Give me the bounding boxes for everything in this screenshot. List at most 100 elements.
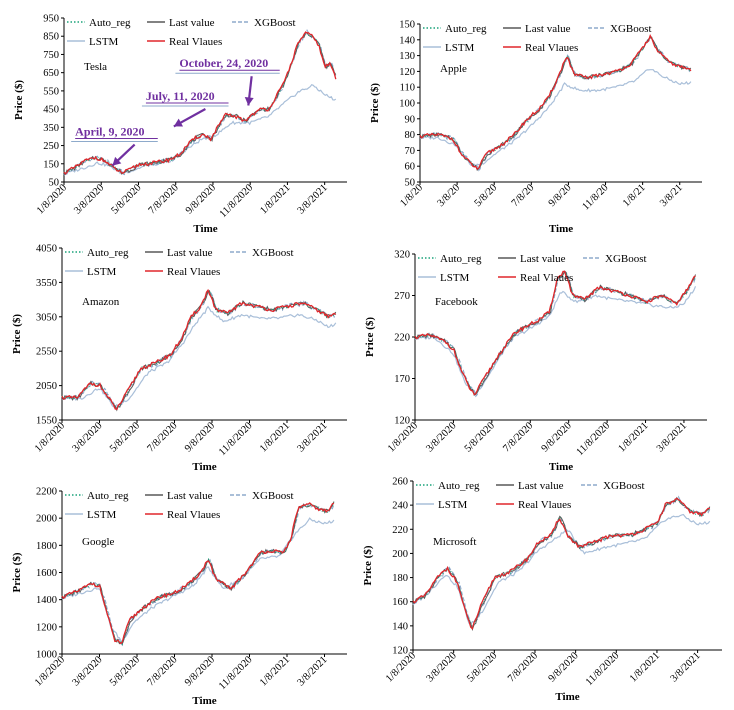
x-tick-label: 5/8/2020	[108, 420, 142, 454]
legend: Auto_reg Last value XGBoost LSTM Real Vlaues	[65, 247, 294, 278]
series-real-values	[61, 502, 335, 645]
legend-label: LSTM	[440, 272, 470, 284]
legend-label: Last value	[525, 23, 571, 35]
legend-label: XGBoost	[254, 17, 296, 29]
series-real-values	[61, 288, 337, 411]
y-tick-label: 3550	[36, 278, 57, 289]
legend-label: LSTM	[87, 509, 117, 521]
y-tick-label: 150	[43, 159, 59, 170]
y-tick-label: 2200	[36, 487, 57, 498]
series-real-values	[63, 31, 337, 175]
legend: Auto_reg Last value XGBoost LSTM Real Vlaues	[65, 490, 294, 521]
y-tick-label: 120	[394, 416, 410, 427]
y-tick-label: 50	[49, 178, 60, 189]
y-tick-label: 140	[392, 621, 408, 632]
x-axis-label: Time	[193, 223, 217, 235]
y-tick-label: 950	[43, 14, 59, 25]
series-auto-reg	[61, 501, 335, 646]
y-axis-label: Price ($)	[11, 552, 23, 592]
y-tick-label: 4050	[36, 244, 57, 255]
legend-label: Real Vlaues	[167, 266, 220, 278]
series-lstm	[412, 513, 711, 626]
legend-label: LSTM	[87, 266, 117, 278]
x-tick-label: 3/8/2020	[424, 420, 458, 454]
x-tick-label: 5/8/2020	[463, 420, 497, 454]
series-real-values	[419, 33, 692, 170]
y-tick-label: 750	[43, 50, 59, 61]
series-last-value	[412, 496, 711, 632]
legend-label: LSTM	[445, 42, 475, 54]
x-tick-label: 7/8/2020	[145, 654, 179, 688]
x-tick-label: 3/8/2021	[669, 650, 703, 684]
y-tick-label: 140	[399, 35, 415, 46]
legend: Auto_reg Last value XGBoost LSTM Real Vlaues	[418, 253, 647, 284]
y-tick-label: 850	[43, 32, 59, 43]
x-tick-label: 1/8/2021	[628, 650, 662, 684]
x-tick-label: 5/8/2020	[465, 650, 499, 684]
y-tick-label: 200	[392, 549, 408, 560]
x-tick-label: 3/8/2020	[70, 420, 104, 454]
annotation-label: July, 11, 2020	[146, 89, 215, 103]
x-tick-label: 9/8/2020	[183, 654, 217, 688]
y-tick-label: 3050	[36, 312, 57, 323]
y-tick-label: 120	[399, 67, 415, 78]
company-label: Amazon	[82, 296, 120, 308]
x-tick-label: 3/8/20	[435, 182, 462, 209]
x-tick-label: 9/8/2020	[547, 650, 581, 684]
series-auto-reg	[419, 36, 692, 170]
series-real-values	[412, 497, 710, 630]
x-axis-label: Time	[192, 695, 216, 707]
x-axis-label: Time	[555, 691, 579, 703]
legend-label: Last value	[518, 480, 564, 492]
y-tick-label: 1600	[36, 568, 57, 579]
y-tick-label: 1550	[36, 416, 57, 427]
company-label: Microsoft	[433, 536, 476, 548]
legend: Auto_reg Last value XGBoost LSTM Real Vlaues	[67, 17, 296, 48]
x-tick-label: 3/8/2021	[295, 654, 329, 688]
legend-label: XGBoost	[252, 247, 294, 259]
x-tick-label: 5/8/2020	[109, 182, 143, 216]
y-tick-label: 450	[43, 105, 59, 116]
x-axis-label: Time	[549, 461, 573, 473]
x-tick-label: 11/8/2020	[584, 650, 622, 688]
y-tick-label: 130	[399, 51, 415, 62]
y-tick-label: 50	[405, 178, 416, 189]
legend-label: Auto_reg	[438, 480, 480, 492]
legend-label: Last value	[167, 490, 213, 502]
y-tick-label: 90	[405, 114, 416, 125]
legend-label: XGBoost	[605, 253, 647, 265]
x-tick-label: 11/8/2020	[575, 420, 613, 458]
x-axis-label: Time	[192, 461, 216, 473]
legend-label: Auto_reg	[440, 253, 482, 265]
y-tick-label: 1400	[36, 595, 57, 606]
x-tick-label: 5/8/20	[473, 182, 500, 209]
x-tick-label: 1/8/2021	[258, 182, 292, 216]
y-tick-label: 270	[394, 291, 410, 302]
series-xgboost	[414, 271, 697, 398]
annotation-label: October, 24, 2020	[179, 56, 268, 70]
y-tick-label: 110	[400, 83, 415, 94]
y-tick-label: 70	[405, 146, 416, 157]
x-tick-label: 3/8/2021	[295, 420, 329, 454]
x-axis-label: Time	[549, 223, 573, 235]
x-tick-label: 7/8/2020	[501, 420, 535, 454]
y-tick-label: 240	[392, 501, 408, 512]
x-tick-label: 1/8/21	[621, 182, 648, 209]
y-tick-label: 160	[392, 597, 408, 608]
y-tick-label: 2550	[36, 347, 57, 358]
x-tick-label: 9/8/2020	[540, 420, 574, 454]
x-tick-label: 7/8/2020	[506, 650, 540, 684]
x-tick-label: 5/8/2020	[108, 654, 142, 688]
y-tick-label: 100	[399, 99, 415, 110]
y-tick-label: 80	[405, 130, 416, 141]
x-tick-label: 3/8/2021	[296, 182, 330, 216]
y-tick-label: 650	[43, 68, 59, 79]
x-tick-label: 11/8/2020	[217, 420, 255, 458]
x-tick-label: 9/8/20	[547, 182, 574, 209]
x-tick-label: 7/8/20	[510, 182, 537, 209]
